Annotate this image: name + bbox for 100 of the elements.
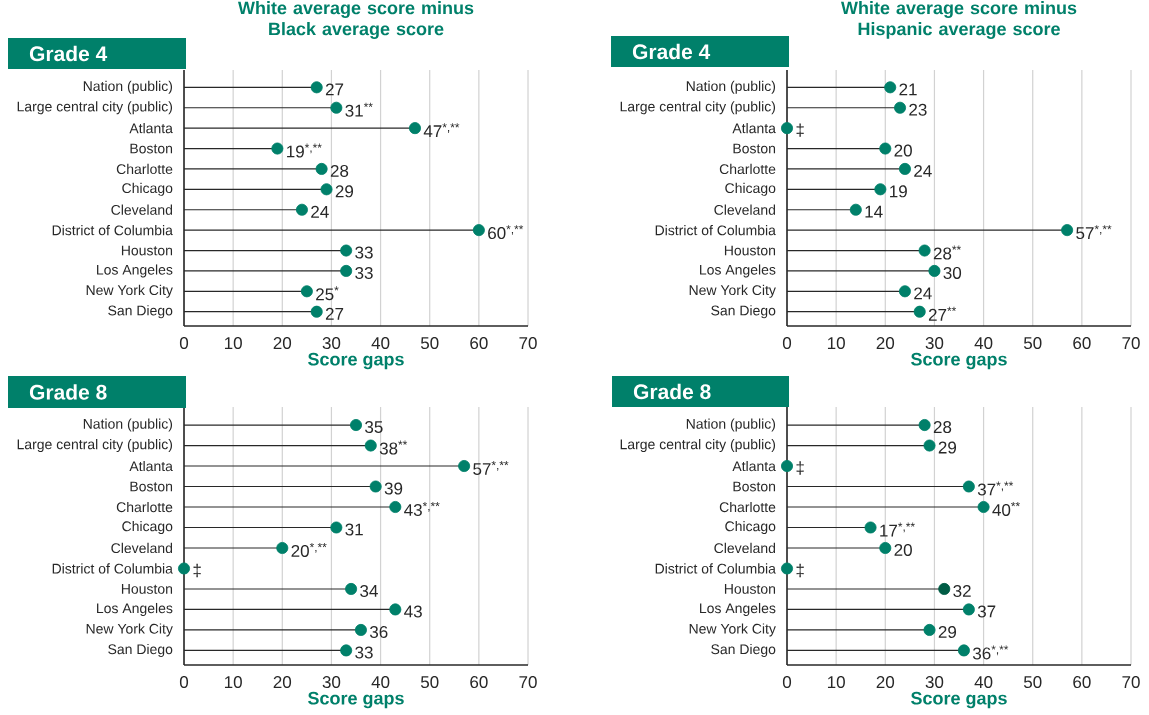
point xyxy=(271,142,284,155)
x-tick-label: 30 xyxy=(925,337,944,350)
y-tick-label: Charlotte xyxy=(719,163,776,175)
data-label: 33 xyxy=(355,246,373,259)
point xyxy=(894,101,907,114)
point xyxy=(879,541,892,554)
data-label: 38$^{**}$ xyxy=(379,440,408,455)
x-tick-label: 30 xyxy=(322,337,341,350)
x-tick-label: 60 xyxy=(1073,337,1091,350)
point xyxy=(879,142,892,155)
point xyxy=(913,305,926,318)
y-tick-label: Cleveland xyxy=(714,204,776,215)
data-label: 35 xyxy=(365,421,383,434)
x-axis-title: Score gaps xyxy=(911,352,1007,370)
y-tick-label: Los Angeles xyxy=(700,602,776,616)
y-tick-label: Charlotte xyxy=(116,163,173,175)
y-tick-label: New York City xyxy=(86,284,173,298)
data-label: 32 xyxy=(953,584,971,597)
data-label: 33 xyxy=(355,646,373,659)
y-tick-label: Nation (public) xyxy=(686,80,776,94)
data-label: ‡ xyxy=(193,563,201,578)
x-tick-label: 0 xyxy=(179,337,189,350)
point xyxy=(300,285,313,298)
x-tick-label: 60 xyxy=(1073,676,1091,689)
y-tick-label: Charlotte xyxy=(116,501,173,513)
x-tick-label: 0 xyxy=(179,676,189,689)
point xyxy=(923,439,936,452)
data-label: ‡ xyxy=(796,123,804,137)
data-label: 57$^{*,**}$ xyxy=(473,461,509,476)
y-tick-label: Chicago xyxy=(122,520,173,535)
point xyxy=(364,439,377,452)
y-tick-label: New York City xyxy=(689,623,776,637)
data-label: 39 xyxy=(384,482,403,495)
y-tick-label: Atlanta xyxy=(129,460,173,472)
data-label: 37 xyxy=(977,605,996,618)
point xyxy=(458,460,471,473)
y-tick-label: Chicago xyxy=(725,520,776,535)
x-tick-label: 0 xyxy=(782,337,792,350)
data-label: 31$^{**}$ xyxy=(345,102,373,117)
point xyxy=(781,122,794,135)
x-axis-title: Score gaps xyxy=(308,352,404,370)
y-tick-label: Charlotte xyxy=(719,501,776,513)
point xyxy=(781,460,794,473)
point xyxy=(389,603,402,616)
point xyxy=(330,521,343,534)
x-axis-title: Score gaps xyxy=(911,691,1007,709)
data-label: 20 xyxy=(894,543,912,556)
chart-subtitle: Grade 8 xyxy=(29,384,107,400)
chart-subtitle: Grade 4 xyxy=(29,45,108,62)
x-axis-title: Score gaps xyxy=(308,691,404,709)
x-tick-label: 70 xyxy=(519,676,537,689)
x-tick-label: 20 xyxy=(273,676,292,689)
y-tick-label: Los Angeles xyxy=(97,264,173,278)
chart-subtitle: Grade 8 xyxy=(633,383,711,400)
chart-title: White average score minus Hispanic average score xyxy=(841,1,1077,39)
x-tick-label: 70 xyxy=(519,337,537,350)
point xyxy=(345,582,358,595)
data-label: 19 xyxy=(890,185,907,198)
y-tick-label: District of Columbia xyxy=(52,225,173,236)
y-tick-label: Houston xyxy=(724,245,776,256)
data-label: 43$^{*,**}$ xyxy=(404,502,440,516)
data-label: 20$^{*,**}$ xyxy=(291,542,327,557)
data-label: 24 xyxy=(311,205,329,218)
y-tick-label: San Diego xyxy=(711,643,776,657)
data-label: ‡ xyxy=(796,563,804,578)
y-tick-label: Atlanta xyxy=(732,460,776,472)
x-tick-label: 10 xyxy=(224,337,242,350)
data-label: 25$^{*}$ xyxy=(316,286,339,301)
point xyxy=(315,162,328,175)
point xyxy=(472,224,485,237)
y-tick-label: Large central city (public) xyxy=(17,101,173,115)
point xyxy=(354,623,367,636)
data-label: 40$^{**}$ xyxy=(992,502,1020,516)
y-tick-label: Houston xyxy=(121,245,173,256)
data-label: 47$^{*,**}$ xyxy=(423,123,460,138)
point xyxy=(962,603,975,616)
point xyxy=(962,480,975,493)
point xyxy=(295,203,308,216)
x-tick-label: 60 xyxy=(470,337,488,350)
y-tick-label: District of Columbia xyxy=(655,225,776,236)
data-label: 60$^{*,**}$ xyxy=(488,225,524,240)
point xyxy=(781,562,794,575)
y-tick-label: San Diego xyxy=(108,305,173,319)
x-tick-label: 30 xyxy=(925,676,944,689)
y-tick-label: Large central city (public) xyxy=(620,101,776,115)
y-tick-label: Cleveland xyxy=(714,542,776,554)
x-tick-label: 40 xyxy=(974,676,993,689)
y-tick-label: Chicago xyxy=(122,182,173,196)
y-tick-label: Atlanta xyxy=(732,123,776,134)
point xyxy=(320,183,333,196)
y-tick-label: Boston xyxy=(733,481,776,492)
x-tick-label: 70 xyxy=(1122,676,1140,689)
data-label: ‡ xyxy=(796,461,804,475)
point xyxy=(330,101,343,114)
x-tick-label: 20 xyxy=(876,337,895,350)
data-label: 28 xyxy=(330,164,349,177)
point xyxy=(918,419,931,432)
point xyxy=(884,81,897,94)
y-tick-label: New York City xyxy=(86,623,173,637)
x-tick-label: 20 xyxy=(876,676,895,689)
